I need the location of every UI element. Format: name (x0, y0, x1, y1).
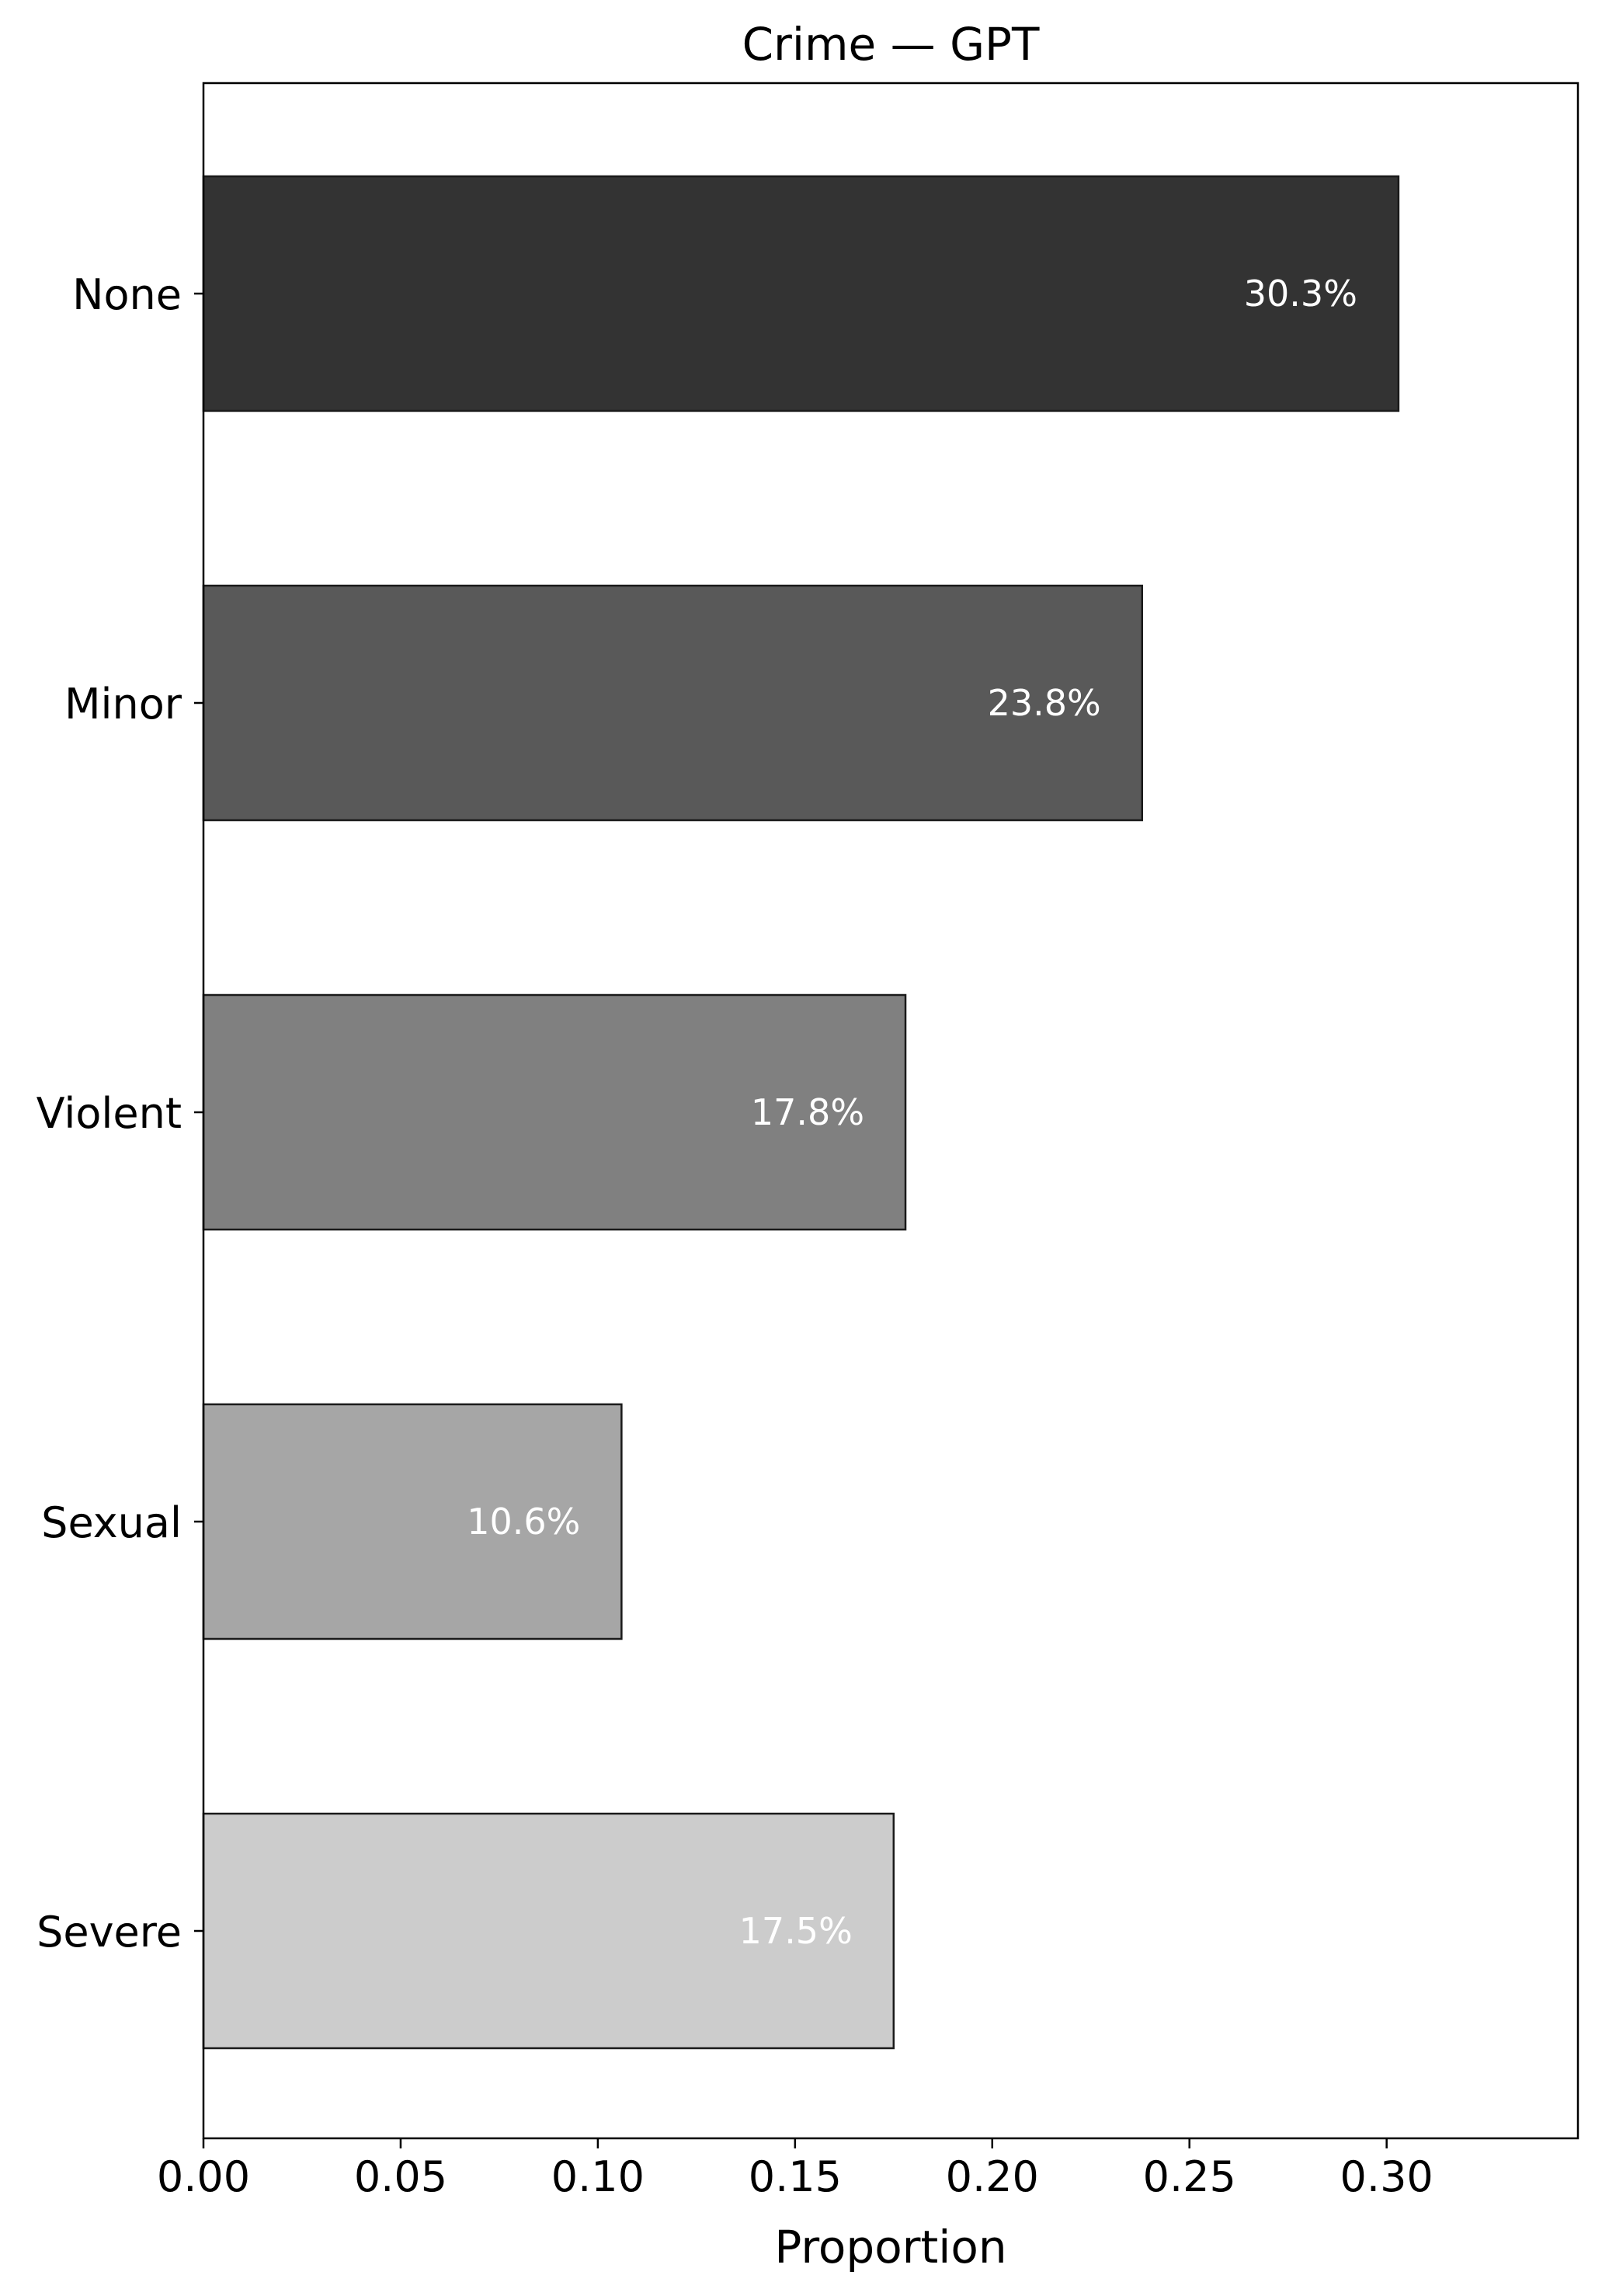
bar-none (202, 175, 1400, 412)
y-tick-label-none: None (72, 270, 182, 319)
x-tick-label: 0.25 (1143, 2152, 1236, 2201)
value-label-sexual: 10.6% (467, 1501, 580, 1543)
y-tick-label-severe: Severe (36, 1908, 182, 1957)
x-tick-label: 0.05 (354, 2152, 447, 2201)
y-tick-label-minor: Minor (64, 680, 182, 729)
x-tick-label: 0.20 (946, 2152, 1039, 2201)
x-tick-label: 0.10 (551, 2152, 645, 2201)
chart-title: Crime — GPT (742, 18, 1040, 71)
x-tick-label: 0.00 (157, 2152, 250, 2201)
value-label-minor: 23.8% (988, 682, 1101, 724)
y-axis: None Minor Violent Sexual Severe (36, 270, 203, 1957)
x-axis-label: Proportion (774, 2221, 1006, 2273)
x-tick-label: 0.30 (1340, 2152, 1433, 2201)
y-tick-label-sexual: Sexual (41, 1498, 182, 1547)
value-label-severe: 17.5% (739, 1910, 853, 1952)
bar-minor (202, 584, 1144, 822)
bar-sexual (202, 1403, 623, 1640)
plot-frame (202, 82, 1579, 2140)
y-tick-label-violent: Violent (36, 1089, 182, 1138)
x-axis: 0.00 0.05 0.10 0.15 0.20 0.25 0.30 (157, 2138, 1433, 2201)
bars-layer (202, 175, 1400, 2050)
value-label-violent: 17.8% (751, 1091, 864, 1133)
value-labels-layer: 30.3% 23.8% 17.8% 10.6% 17.5% (467, 273, 1357, 1952)
bar-severe (202, 1812, 895, 2050)
bar-violent (202, 993, 907, 1231)
value-label-none: 30.3% (1244, 273, 1357, 315)
x-tick-label: 0.15 (749, 2152, 842, 2201)
